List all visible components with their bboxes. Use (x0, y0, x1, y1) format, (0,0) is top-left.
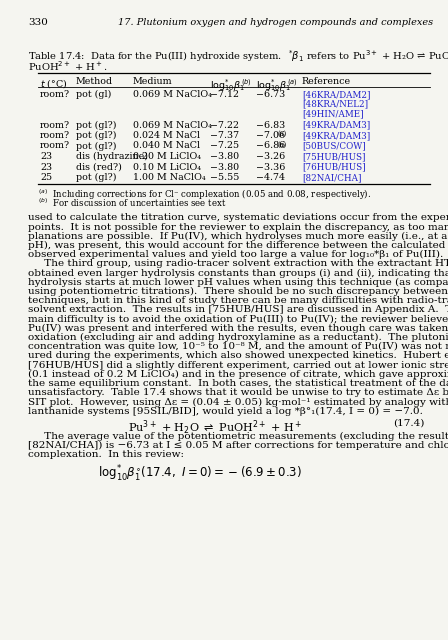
Text: $\log_{10}^{*}\!\beta_1^{\circ}(17.4,\ I = 0) = -(6.9 \pm 0.3)$: $\log_{10}^{*}\!\beta_1^{\circ}(17.4,\ I… (98, 464, 302, 484)
Text: lanthanide systems [95SIL/BID], would yield a log *β°₁(17.4, I = 0) = −7.0.: lanthanide systems [95SIL/BID], would yi… (28, 406, 423, 416)
Text: used to calculate the titration curve, systematic deviations occur from the expe: used to calculate the titration curve, s… (28, 214, 448, 223)
Text: −7.25: −7.25 (210, 141, 239, 150)
Text: ured during the experiments, which also showed unexpected kinetics.  Hubert et a: ured during the experiments, which also … (28, 351, 448, 360)
Text: planations are possible.  If Pu(IV), which hydrolyses much more easily (i.e., at: planations are possible. If Pu(IV), whic… (28, 232, 448, 241)
Text: [82NAI/CHA]) is −6.73 at I ≤ 0.05 M after corrections for temperature and chlori: [82NAI/CHA]) is −6.73 at I ≤ 0.05 M afte… (28, 442, 448, 451)
Text: 0.040 M NaCl: 0.040 M NaCl (133, 141, 200, 150)
Text: dis (red?): dis (red?) (76, 163, 122, 172)
Text: 0.069 M NaClO₄: 0.069 M NaClO₄ (133, 120, 212, 129)
Text: the same equilibrium constant.  In both cases, the statistical treatment of the : the same equilibrium constant. In both c… (28, 379, 448, 388)
Text: [76HUB/HUS]: [76HUB/HUS] (302, 163, 366, 172)
Text: using potentiometric titrations).  There should be no such discrepancy between t: using potentiometric titrations). There … (28, 287, 448, 296)
Text: Reference: Reference (302, 77, 351, 86)
Text: pot (gl?): pot (gl?) (76, 173, 116, 182)
Text: −3.80: −3.80 (210, 152, 239, 161)
Text: −3.26: −3.26 (256, 152, 285, 161)
Text: 23: 23 (40, 152, 52, 161)
Text: oxidation (excluding air and adding hydroxylamine as a reductant).  The plutoniu: oxidation (excluding air and adding hydr… (28, 333, 448, 342)
Text: 0.20 M LiClO₄: 0.20 M LiClO₄ (133, 152, 201, 161)
Text: −6.86: −6.86 (256, 141, 285, 150)
Text: [82NAI/CHA]: [82NAI/CHA] (302, 173, 362, 182)
Text: The average value of the potentiometric measurements (excluding the result from: The average value of the potentiometric … (28, 432, 448, 441)
Text: −6.73: −6.73 (256, 90, 285, 99)
Text: −5.55: −5.55 (210, 173, 239, 182)
Text: 1.00 M NaClO₄: 1.00 M NaClO₄ (133, 173, 206, 182)
Text: PuOH$^{2+}$ + H$^+$.: PuOH$^{2+}$ + H$^+$. (28, 59, 107, 73)
Text: concentration was quite low, 10⁻⁵ to 10⁻⁸ M, and the amount of Pu(IV) was not me: concentration was quite low, 10⁻⁵ to 10⁻… (28, 342, 448, 351)
Text: [50BUS/COW]: [50BUS/COW] (302, 141, 366, 150)
Text: $\log_{10}^{*}\!\beta_1^{\,(a)}$: $\log_{10}^{*}\!\beta_1^{\,(a)}$ (256, 77, 298, 93)
Text: pot (gl?): pot (gl?) (76, 120, 116, 130)
Text: 17. Plutonium oxygen and hydrogen compounds and complexes: 17. Plutonium oxygen and hydrogen compou… (118, 18, 433, 27)
Text: Pu(IV) was present and interfered with the results, even though care was taken t: Pu(IV) was present and interfered with t… (28, 324, 448, 333)
Text: −3.80: −3.80 (210, 163, 239, 172)
Text: −7.12: −7.12 (210, 90, 239, 99)
Text: room?: room? (40, 131, 70, 140)
Text: $t$ (°C): $t$ (°C) (40, 77, 68, 90)
Text: Table 17.4:  Data for the Pu(III) hydroxide system.  $^*\!\beta_1$ refers to Pu$: Table 17.4: Data for the Pu(III) hydroxi… (28, 48, 448, 64)
Text: SIT plot.  However, using Δε = (0.04 ± 0.05) kg·mol⁻¹ estimated by analogy with: SIT plot. However, using Δε = (0.04 ± 0.… (28, 397, 448, 406)
Text: dis (hydrazine): dis (hydrazine) (76, 152, 148, 161)
Text: pot (gl?): pot (gl?) (76, 141, 116, 150)
Text: (a): (a) (278, 130, 287, 138)
Text: −7.22: −7.22 (210, 120, 239, 129)
Text: unsatisfactory.  Table 17.4 shows that it would be unwise to try to estimate Δε : unsatisfactory. Table 17.4 shows that it… (28, 388, 448, 397)
Text: room?: room? (40, 120, 70, 129)
Text: −3.36: −3.36 (256, 163, 285, 172)
Text: Pu$^{3+}$ + H$_2$O $\rightleftharpoons$ PuOH$^{2+}$ + H$^+$: Pu$^{3+}$ + H$_2$O $\rightleftharpoons$ … (128, 419, 302, 437)
Text: 25: 25 (40, 173, 52, 182)
Text: $^{(a)}$  Including corrections for Cl⁻ complexation (0.05 and 0.08, respectivel: $^{(a)}$ Including corrections for Cl⁻ c… (38, 188, 371, 202)
Text: −6.83: −6.83 (256, 120, 285, 129)
Text: observed experimental values and yield too large a value for log₁₀*β₁ of Pu(III): observed experimental values and yield t… (28, 250, 443, 259)
Text: [49KRA/DAM3]: [49KRA/DAM3] (302, 131, 370, 140)
Text: 330: 330 (28, 18, 48, 27)
Text: [49KRA/DAM3]: [49KRA/DAM3] (302, 120, 370, 129)
Text: [48KRA/NEL2]: [48KRA/NEL2] (302, 99, 368, 109)
Text: −7.37: −7.37 (210, 131, 239, 140)
Text: [46KRA/DAM2]: [46KRA/DAM2] (302, 90, 370, 99)
Text: hydrolysis starts at much lower pH values when using this technique (as compared: hydrolysis starts at much lower pH value… (28, 278, 448, 287)
Text: The third group, using radio-tracer solvent extraction with the extractant HTTA,: The third group, using radio-tracer solv… (28, 259, 448, 269)
Text: complexation.  In this review:: complexation. In this review: (28, 451, 184, 460)
Text: Medium: Medium (133, 77, 172, 86)
Text: −4.74: −4.74 (256, 173, 285, 182)
Text: solvent extraction.  The results in [75HUB/HUS] are discussed in Appendix A.  Th: solvent extraction. The results in [75HU… (28, 305, 448, 314)
Text: points.  It is not possible for the reviewer to explain the discrepancy, as too : points. It is not possible for the revie… (28, 223, 448, 232)
Text: 0.024 M NaCl: 0.024 M NaCl (133, 131, 200, 140)
Text: 0.10 M LiClO₄: 0.10 M LiClO₄ (133, 163, 201, 172)
Text: main difficulty is to avoid the oxidation of Pu(III) to Pu(IV); the reviewer bel: main difficulty is to avoid the oxidatio… (28, 315, 448, 324)
Text: $^{(b)}$  For discussion of uncertainties see text: $^{(b)}$ For discussion of uncertainties… (38, 196, 226, 209)
Text: (0.1 instead of 0.2 M LiClO₄) and in the presence of citrate, which gave approxi: (0.1 instead of 0.2 M LiClO₄) and in the… (28, 370, 448, 379)
Text: obtained even larger hydrolysis constants than groups (i) and (ii), indicating t: obtained even larger hydrolysis constant… (28, 269, 448, 278)
Text: (17.4): (17.4) (394, 419, 425, 428)
Text: [76HUB/HUS] did a slightly different experiment, carried out at lower ionic stre: [76HUB/HUS] did a slightly different exp… (28, 361, 448, 370)
Text: 23: 23 (40, 163, 52, 172)
Text: room?: room? (40, 90, 70, 99)
Text: pot (gl): pot (gl) (76, 90, 112, 99)
Text: room?: room? (40, 141, 70, 150)
Text: Method: Method (76, 77, 113, 86)
Text: 0.069 M NaClO₄: 0.069 M NaClO₄ (133, 90, 212, 99)
Text: pot (gl?): pot (gl?) (76, 131, 116, 140)
Text: [49HIN/AME]: [49HIN/AME] (302, 109, 364, 118)
Text: techniques, but in this kind of study there can be many difficulties with radio-: techniques, but in this kind of study th… (28, 296, 448, 305)
Text: $\log_{10}^{*}\!\beta_1^{\,(b)}$: $\log_{10}^{*}\!\beta_1^{\,(b)}$ (210, 77, 252, 93)
Text: (a): (a) (278, 141, 287, 148)
Text: pH), was present, this would account for the difference between the calculated a: pH), was present, this would account for… (28, 241, 448, 250)
Text: [75HUB/HUS]: [75HUB/HUS] (302, 152, 366, 161)
Text: −7.06: −7.06 (256, 131, 285, 140)
